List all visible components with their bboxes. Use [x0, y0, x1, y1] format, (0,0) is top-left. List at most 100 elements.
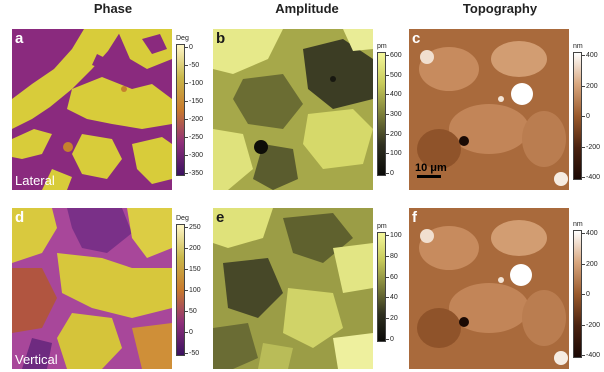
panel-c-topography: c 10 μm [409, 29, 569, 190]
colorbar-tickmark [185, 83, 188, 84]
colorbar-gradient-f [573, 230, 582, 358]
colorbar-tick-label: 20 [390, 315, 398, 323]
panel-a-lateral-phase: a Lateral [12, 29, 172, 190]
panel-label-d: d [15, 209, 25, 226]
panel-label-f: f [412, 209, 417, 226]
colorbar-tickmark [386, 255, 389, 257]
colorbar-gradient-d [176, 224, 185, 356]
colorbar-tick-label: 100 [390, 232, 402, 239]
colorbar-tickmark [386, 297, 389, 299]
colorbar-tick-label: 200 [189, 245, 201, 252]
colorbar-tickmark [386, 74, 389, 76]
colorbar-tick-label: 200 [390, 130, 402, 138]
colorbar-tickmark [185, 119, 188, 120]
colorbar-unit-a: Deg [176, 35, 189, 42]
amplitude-map-vertical [213, 208, 373, 369]
colorbar-unit-e: pm [377, 223, 387, 230]
mode-label-vertical: Vertical [15, 352, 58, 367]
colorbar-tick-label: 100 [189, 287, 201, 294]
scalebar-label: 10 μm [415, 162, 447, 174]
colorbar-tickmark [582, 85, 585, 87]
colorbar-tickmark [386, 114, 389, 115]
colorbar-gradient-e [377, 232, 386, 342]
colorbar-tick-label: -100 [189, 80, 204, 87]
colorbar-tickmark [386, 153, 389, 155]
colorbar-tickmark [185, 290, 188, 291]
colorbar-tick-label: 0 [586, 113, 590, 120]
colorbar-tickmark [386, 318, 389, 320]
colorbar-tick-label: 100 [390, 150, 402, 158]
colorbar-tickmark [386, 235, 389, 236]
colorbar-tickmark [185, 332, 188, 333]
colorbar-tickmark [582, 233, 585, 234]
colorbar-gradient-a [176, 44, 185, 176]
colorbar-tickmark [185, 65, 188, 66]
phase-map-vertical [12, 208, 172, 369]
colorbar-tick-label: 200 [586, 82, 598, 90]
colorbar-tickmark [185, 173, 188, 174]
colorbar-tick-label: -400 [586, 174, 601, 181]
colorbar-tickmark [386, 55, 389, 56]
colorbar-tickmark [386, 133, 389, 135]
colorbar-unit-f: nm [573, 221, 583, 228]
colorbar-tick-label: -300 [189, 152, 204, 159]
colorbar-tickmark [185, 248, 188, 249]
colorbar-tick-label: 600 [390, 52, 402, 59]
panel-label-b: b [216, 30, 226, 47]
panel-label-e: e [216, 209, 225, 226]
colorbar-tickmark [185, 227, 188, 228]
colorbar-tick-label: -50 [189, 350, 200, 357]
colorbar-tickmark [582, 263, 585, 265]
panel-b-lateral-amplitude: b [213, 29, 373, 190]
colorbar-tickmark [386, 339, 389, 340]
colorbar-tick-label: -200 [586, 143, 601, 151]
panel-f-topography: f [409, 208, 569, 369]
colorbar-tick-label: 250 [189, 224, 201, 231]
colorbar-tickmark [185, 269, 188, 270]
colorbar-gradient-b [377, 52, 386, 176]
colorbar-tickmark [185, 137, 188, 138]
panel-e-vertical-amplitude: e [213, 208, 373, 369]
colorbar-unit-d: Deg [176, 215, 189, 222]
colorbar-tickmark [386, 276, 389, 278]
panel-d-vertical-phase: d Vertical [12, 208, 172, 369]
colorbar-tickmark [582, 55, 585, 56]
colorbar-tick-label: 400 [390, 91, 402, 99]
colorbar-tickmark [185, 353, 188, 354]
colorbar-tick-label: -50 [189, 62, 200, 69]
colorbar-tick-label: 40 [390, 294, 398, 302]
colorbar-tick-label: -250 [189, 134, 204, 141]
mode-label-lateral: Lateral [15, 173, 55, 188]
topography-map-lateral [409, 29, 569, 190]
colorbar-tick-label: 80 [390, 252, 398, 260]
colorbar-tickmark [386, 173, 389, 174]
amplitude-map-lateral [213, 29, 373, 190]
colorbar-tickmark [582, 294, 585, 295]
column-title-phase: Phase [93, 1, 133, 16]
column-title-topography: Topography [462, 1, 538, 16]
column-title-amplitude: Amplitude [275, 1, 339, 16]
colorbar-tick-label: 150 [189, 266, 201, 273]
colorbar-tickmark [185, 311, 188, 312]
colorbar-tick-label: 0 [586, 291, 590, 298]
phase-map-lateral [12, 29, 172, 190]
panel-label-a: a [15, 30, 24, 47]
colorbar-tick-label: 0 [189, 329, 193, 336]
colorbar-tickmark [582, 177, 585, 178]
colorbar-unit-b: pm [377, 43, 387, 50]
colorbar-tick-label: 500 [390, 71, 402, 79]
colorbar-tick-label: 60 [390, 273, 398, 281]
colorbar-tick-label: -150 [189, 98, 204, 105]
colorbar-tick-label: 50 [189, 308, 197, 315]
colorbar-tick-label: 200 [586, 260, 598, 268]
colorbar-tickmark [582, 324, 585, 326]
colorbar-tick-label: -350 [189, 170, 204, 177]
colorbar-tickmark [185, 101, 188, 102]
colorbar-tickmark [582, 116, 585, 117]
colorbar-tick-label: -400 [586, 352, 601, 359]
colorbar-tickmark [386, 94, 389, 96]
colorbar-tickmark [582, 355, 585, 356]
colorbar-tick-label: 300 [390, 111, 402, 118]
colorbar-tick-label: 0 [390, 170, 394, 177]
colorbar-tick-label: 0 [390, 336, 394, 343]
